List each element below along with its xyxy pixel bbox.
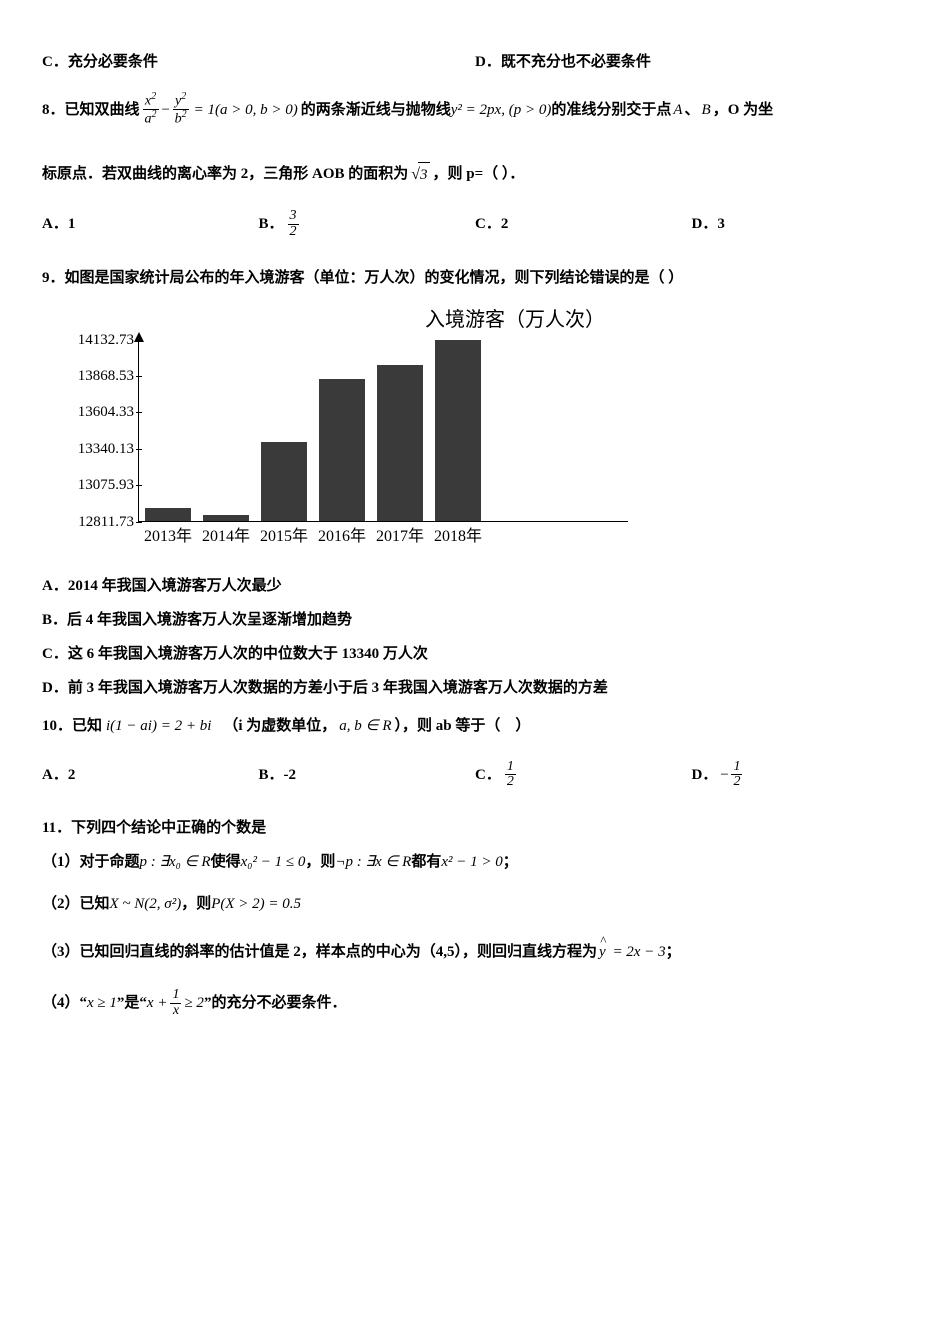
- q8-opt-b: B． 32: [259, 209, 476, 239]
- x-label: 2015年: [260, 524, 306, 550]
- text: 8．已知双曲线: [42, 98, 140, 122]
- q10-stem: 10．已知 i(1 − ai) = 2 + bi （i 为虚数单位， a, b …: [42, 714, 908, 738]
- q11-p4: （4）“ x ≥ 1 ”是“ x + 1x ≥ 2 ”的充分不必要条件．: [42, 988, 908, 1018]
- y-tick: 14132.73: [78, 328, 134, 352]
- chart-body: 14132.7313868.5313604.3313340.1313075.93…: [52, 340, 908, 550]
- point-b: B: [702, 98, 711, 122]
- q8-opt-d: D．3: [692, 209, 909, 239]
- q10-opt-c: C． 12: [475, 760, 692, 790]
- p4-expr: x + 1x ≥ 2: [147, 988, 204, 1018]
- q10-options: A．2 B．-2 C． 12 D． − 12: [42, 760, 908, 790]
- y-axis: 14132.7313868.5313604.3313340.1313075.93…: [52, 340, 134, 522]
- x-label: 2014年: [202, 524, 248, 550]
- text: 的两条渐近线与抛物线: [301, 98, 451, 122]
- chart-title: 入境游客（万人次）: [122, 304, 908, 336]
- x-label: 2017年: [376, 524, 422, 550]
- point-a: A: [673, 98, 682, 122]
- q9-opt-d: D．前 3 年我国入境游客万人次数据的方差小于后 3 年我国入境游客万人次数据的…: [42, 676, 908, 700]
- q8-opt-a: A．1: [42, 209, 259, 239]
- plot-area: [138, 340, 628, 522]
- q7-options-cd: C．充分必要条件 D．既不充分也不必要条件: [42, 50, 908, 74]
- bars: [139, 340, 628, 521]
- y-tick: 13075.93: [78, 473, 134, 497]
- sqrt3: 3: [411, 162, 429, 188]
- q8-opt-c: C．2: [475, 209, 692, 239]
- text: 标原点．若双曲线的离心率为 2，三角形 AOB 的面积为: [42, 162, 408, 186]
- q10-opt-a: A．2: [42, 760, 259, 790]
- q8-parabola: y² = 2px, (p > 0): [451, 98, 552, 122]
- q11-stem: 11．下列四个结论中正确的个数是: [42, 816, 908, 840]
- q9-opt-b: B．后 4 年我国入境游客万人次呈逐渐增加趋势: [42, 608, 908, 632]
- q9-chart: 入境游客（万人次） 14132.73 13868.53 13604.33 13340.…: [42, 304, 908, 550]
- bar: [435, 340, 481, 520]
- text: ，O 为坐: [713, 98, 773, 122]
- bar: [203, 515, 249, 520]
- q11-p2: （2）已知 X ~ N(2, σ²) ，则 P(X > 2) = 0.5: [42, 892, 908, 916]
- q7-opt-d: D．既不充分也不必要条件: [475, 50, 908, 74]
- y-tick: 13604.33: [78, 400, 134, 424]
- q11-p1: （1）对于命题 p : ∃x₀ ∈ R 使得 x₀² − 1 ≤ 0 ，则 ¬p…: [42, 850, 908, 874]
- q8-stem-line2: 标原点．若双曲线的离心率为 2，三角形 AOB 的面积为 3 ，则 p=（ ）．: [42, 162, 908, 188]
- opt-text: C．充分必要条件: [42, 50, 158, 74]
- x-label: 2016年: [318, 524, 364, 550]
- q7-opt-c: C．充分必要条件: [42, 50, 475, 74]
- q8-hyperbola: x2a2 − y2b2 = 1(a > 0, b > 0): [143, 92, 298, 128]
- q9-stem: 9．如图是国家统计局公布的年入境游客（单位：万人次）的变化情况，则下列结论错误的…: [42, 266, 908, 290]
- text: ，则 p=（ ）．: [433, 162, 525, 186]
- q11-p3: （3）已知回归直线的斜率的估计值是 2，样本点的中心为（4,5），则回归直线方程…: [42, 940, 908, 964]
- q9-opt-c: C．这 6 年我国入境游客万人次的中位数大于 13340 万人次: [42, 642, 908, 666]
- x-label: 2018年: [434, 524, 480, 550]
- q10-opt-b: B．-2: [259, 760, 476, 790]
- x-label: 2013年: [144, 524, 190, 550]
- q8-stem-line1: 8．已知双曲线 x2a2 − y2b2 = 1(a > 0, b > 0) 的两…: [42, 92, 908, 128]
- regression-eq: y = 2x − 3: [599, 940, 666, 964]
- q10-opt-d: D． − 12: [692, 760, 909, 790]
- y-tick: 12811.73: [78, 510, 134, 534]
- q8-options: A．1 B． 32 C．2 D．3: [42, 209, 908, 239]
- q9-opt-a: A．2014 年我国入境游客万人次最少: [42, 574, 908, 598]
- bar: [261, 442, 307, 520]
- text: 的准线分别交于点: [551, 98, 671, 122]
- y-tick: 13340.13: [78, 437, 134, 461]
- opt-text: D．既不充分也不必要条件: [475, 50, 651, 74]
- bar: [319, 379, 365, 521]
- y-tick: 13868.53: [78, 364, 134, 388]
- bar: [145, 508, 191, 521]
- bar: [377, 365, 423, 521]
- x-labels: 2013年 2014年 2015年 2016年 2017年 2018年: [138, 524, 628, 550]
